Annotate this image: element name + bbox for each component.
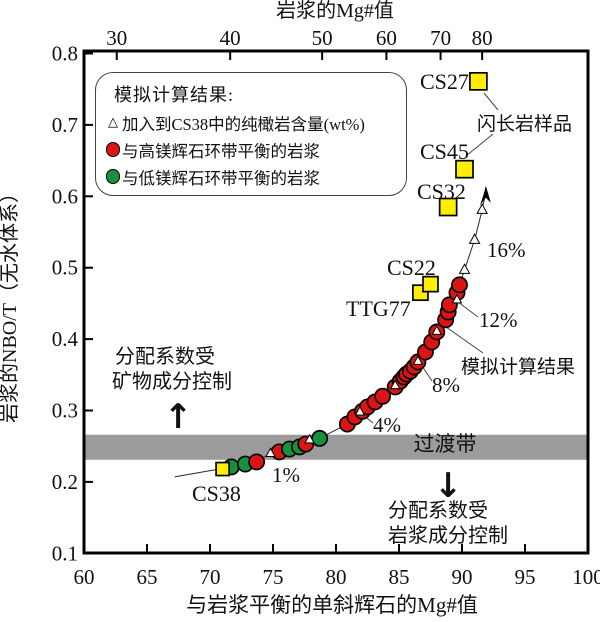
red-circle-icon [105,142,121,157]
legend-item-low-mg: 与低镁辉石环带平衡的岩浆 [104,163,398,190]
red-data-point [248,453,266,471]
sample-label-CS22: CS22 [387,255,436,280]
legend-item-label: 加入到CS38中的纯橄岩含量(wt%) [122,114,365,134]
magma-control-label: 分配系数受 [388,499,488,522]
sample-square-CS22 [422,275,439,293]
x-axis-tick-label: 100 [572,565,600,589]
x-axis-tick-label: 95 [515,565,536,589]
olivine-marker-triangle [468,233,481,244]
sample-label-CS38: CS38 [192,481,241,506]
y-axis-tick-label: 0.1 [52,541,78,565]
sample-square-CS45 [455,159,474,179]
top-axis-tick-label: 30 [106,26,127,50]
x-axis-tick-label: 65 [137,565,158,589]
olivine-marker-triangle [304,433,315,444]
olivine-marker-triangle [389,379,401,390]
sample-square-CS27 [469,71,488,91]
x-axis-tick-label: 70 [200,565,221,589]
sample-square-CS38 [215,461,230,477]
y-axis-tick-label: 0.8 [52,42,78,66]
legend-item-label: 与高镁辉石环带平衡的岩浆 [122,141,320,161]
y-axis-title: 岩浆的NBO/T（无水体系） [0,183,21,423]
diorite-samples-label: 闪长岩样品 [477,113,572,135]
x-axis-tick-label: 75 [263,565,284,589]
mineral-control-label: 矿物成分控制 [112,370,232,393]
x-axis-tick-label: 60 [74,565,95,589]
olivine-marker-triangle [458,263,471,274]
top-axis-tick-label: 70 [430,26,451,50]
up-arrow-icon: ↑ [164,397,193,437]
open-triangle-icon: △ [108,115,118,130]
y-axis-tick-label: 0.2 [52,470,78,494]
sample-label-CS45: CS45 [420,139,469,164]
percent-label: 12% [479,308,518,332]
model-result-label: 模拟计算结果 [461,356,575,378]
magma-control-label: 岩浆成分控制 [388,524,508,547]
green-data-point [311,429,329,447]
olivine-marker-triangle [476,203,489,214]
transition-zone-label: 过渡带 [414,432,477,456]
x-axis-title: 与岩浆平衡的单斜辉石的Mg#值 [186,593,478,617]
y-axis-tick-label: 0.4 [52,327,79,351]
legend-item-olivine: △ 加入到CS38中的纯橄岩含量(wt%) [104,109,398,136]
plot-border [82,49,590,555]
olivine-marker-triangle [431,325,443,335]
leader-line [483,92,499,111]
leader-line [465,133,494,157]
red-data-point [451,276,468,294]
y-axis-tick-label: 0.7 [52,113,78,137]
olivine-marker-triangle [451,293,463,304]
olivine-marker-triangle [354,405,366,416]
top-axis-title: 岩浆的Mg#值 [276,0,394,22]
x-axis-tick-label: 90 [452,565,473,589]
leader-line [445,326,484,354]
legend-item-high-mg: 与高镁辉石环带平衡的岩浆 [104,136,398,163]
transition-band [85,434,587,460]
leader-line [457,301,479,318]
red-data-point [374,387,392,405]
olivine-marker-triangle [265,447,276,457]
y-axis-tick-label: 0.3 [52,399,78,423]
top-axis-tick-label: 40 [220,26,241,50]
percent-label: 16% [487,238,526,262]
top-axis-tick-label: 80 [472,26,493,50]
percent-label: 1% [272,463,300,487]
x-axis-tick-label: 80 [326,565,347,589]
top-axis-tick-label: 60 [376,26,397,50]
green-circle-icon [105,169,121,184]
percent-label: 8% [432,373,460,397]
y-axis-tick-label: 0.6 [52,184,78,208]
sample-label-TTG77: TTG77 [346,296,411,321]
sample-square-CS32 [438,197,458,217]
sample-label-CS32: CS32 [417,179,466,204]
mineral-control-label: 分配系数受 [115,345,215,368]
legend-box: 模拟计算结果: △ 加入到CS38中的纯橄岩含量(wt%) 与高镁辉石环带平衡的… [95,72,407,196]
x-axis-tick-label: 85 [389,565,410,589]
down-arrow-icon: ↓ [434,466,463,506]
percent-label: 4% [373,413,401,437]
olivine-marker-triangle [412,355,424,365]
model-line-arrowhead [479,185,491,206]
top-axis-tick-label: 50 [312,26,333,50]
legend-item-label: 与低镁辉石环带平衡的岩浆 [122,168,320,188]
y-axis-tick-label: 0.5 [52,256,78,280]
legend-title: 模拟计算结果: [114,85,235,105]
sample-label-CS27: CS27 [420,69,469,94]
